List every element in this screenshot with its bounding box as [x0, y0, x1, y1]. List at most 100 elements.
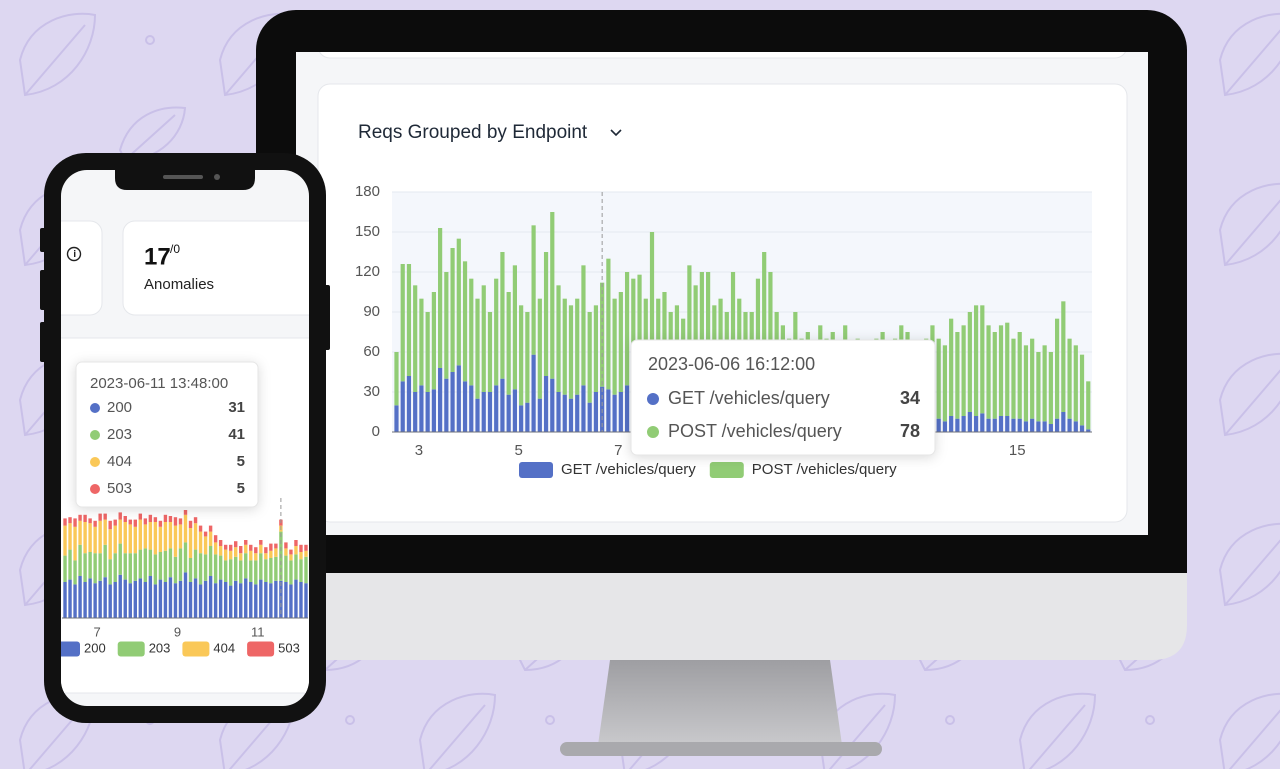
- bar-segment: [239, 553, 243, 561]
- bar-segment: [394, 405, 399, 432]
- bar-segment: [299, 582, 303, 618]
- bar-segment: [512, 265, 517, 390]
- bar-segment: [394, 352, 399, 406]
- bar-segment: [949, 416, 954, 432]
- dropdown-chevron[interactable]: [610, 129, 622, 137]
- bar-segment: [123, 522, 127, 554]
- bar-segment: [88, 552, 92, 579]
- tooltip-dot: [90, 457, 100, 467]
- tooltip-name: POST /vehicles/query: [668, 421, 842, 441]
- bar-segment: [587, 312, 592, 403]
- bar-segment: [173, 525, 178, 557]
- bar-segment: [1048, 424, 1053, 432]
- bar-segment: [1017, 418, 1022, 432]
- bar-segment: [500, 252, 505, 379]
- bar-segment: [1073, 421, 1078, 432]
- bar-segment: [587, 402, 592, 432]
- bar-segment: [618, 292, 623, 392]
- bar-segment: [1030, 418, 1035, 432]
- bar-segment: [259, 579, 263, 618]
- bar-segment: [208, 576, 213, 618]
- bar-segment: [264, 553, 268, 560]
- bar-segment: [113, 525, 117, 554]
- bar-segment: [1079, 425, 1085, 432]
- bar-segment: [88, 518, 92, 524]
- bar-segment: [103, 577, 107, 618]
- bar-segment: [1023, 421, 1029, 432]
- x-tick-label: 3: [415, 442, 423, 459]
- bar-segment: [289, 554, 293, 561]
- bar-segment: [531, 354, 536, 432]
- bar-segment: [259, 553, 263, 580]
- bar-segment: [63, 525, 67, 556]
- bar-segment: [103, 519, 107, 545]
- bar-segment: [163, 514, 168, 522]
- monitor-base: [560, 742, 882, 756]
- bar-segment: [469, 278, 474, 386]
- bar-segment: [986, 325, 991, 419]
- tooltip-dot: [90, 430, 100, 440]
- x-tick-label: 7: [614, 442, 622, 459]
- desktop-chart: 03060901201501803579111315GET /vehicles/…: [355, 183, 1092, 478]
- bar-segment: [218, 579, 223, 618]
- bar-segment: [494, 278, 499, 386]
- bar-segment: [294, 554, 298, 580]
- bar-segment: [158, 520, 163, 527]
- bar-segment: [63, 518, 67, 526]
- bar-segment: [68, 523, 72, 550]
- bar-segment: [198, 584, 203, 618]
- bar-segment: [543, 252, 549, 376]
- bar-segment: [73, 518, 77, 527]
- bar-segment: [193, 523, 198, 550]
- y-tick-label: 90: [363, 303, 380, 320]
- bar-segment: [400, 264, 405, 382]
- bar-segment: [73, 526, 77, 561]
- chart-title[interactable]: Reqs Grouped by Endpoint: [358, 122, 588, 143]
- legend-label: 503: [278, 640, 300, 655]
- bar-segment: [168, 577, 173, 618]
- bar-segment: [188, 520, 193, 528]
- stat-value: 17: [144, 243, 171, 270]
- bar-segment: [93, 526, 97, 554]
- legend-label: GET /vehicles/query: [561, 461, 696, 478]
- bar-segment: [153, 554, 158, 585]
- bar-segment: [762, 252, 767, 392]
- bar-segment: [133, 580, 137, 618]
- bar-segment: [254, 560, 258, 585]
- bar-segment: [1086, 381, 1091, 430]
- bar-segment: [487, 312, 493, 392]
- bar-segment: [153, 584, 158, 618]
- bar-segment: [78, 514, 82, 521]
- bar-segment: [575, 298, 580, 395]
- x-tick-label: 15: [1009, 442, 1026, 459]
- info-icon[interactable]: [66, 246, 82, 262]
- bar-segment: [618, 392, 623, 432]
- bar-segment: [183, 514, 188, 543]
- bar-segment: [133, 526, 137, 554]
- bar-segment: [188, 528, 193, 558]
- bar-segment: [949, 318, 954, 416]
- bar-segment: [254, 553, 258, 561]
- bar-segment: [469, 385, 474, 432]
- bar-segment: [593, 305, 599, 392]
- bar-segment: [649, 232, 655, 386]
- bar-segment: [506, 292, 511, 395]
- tooltip-value: 5: [237, 480, 245, 497]
- bar-segment: [1067, 338, 1072, 419]
- bar-segment: [494, 385, 499, 432]
- bar-segment: [269, 558, 273, 584]
- bar-segment: [223, 582, 228, 618]
- bar-segment: [173, 556, 178, 584]
- bar-segment: [259, 544, 263, 554]
- bar-segment: [83, 514, 87, 522]
- bar-segment: [531, 225, 536, 355]
- bar-segment: [168, 516, 173, 522]
- bar-segment: [537, 298, 542, 399]
- bar-segment: [1067, 418, 1072, 432]
- bar-segment: [108, 520, 112, 530]
- bar-segment: [183, 510, 188, 515]
- bar-segment: [218, 540, 223, 546]
- bar-segment: [730, 272, 736, 399]
- legend-swatch: [709, 462, 744, 478]
